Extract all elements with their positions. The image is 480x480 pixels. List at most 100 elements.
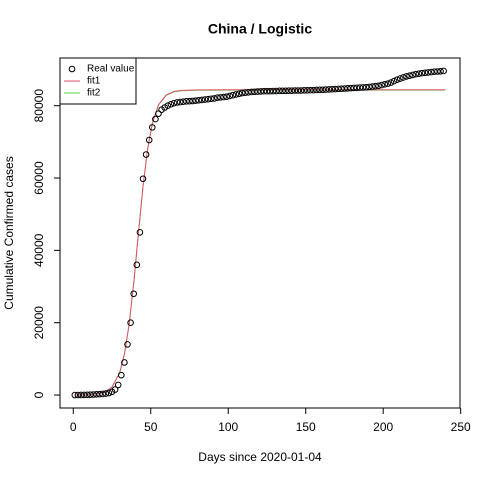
data-point xyxy=(201,96,209,103)
data-point xyxy=(334,85,342,93)
data-point xyxy=(341,85,348,92)
data-point xyxy=(427,68,435,76)
data-point xyxy=(424,69,432,76)
data-point xyxy=(207,95,215,103)
data-point xyxy=(74,391,82,399)
x-tick-label: 0 xyxy=(70,420,77,434)
data-point xyxy=(176,98,184,106)
y-tick-label: 20000 xyxy=(32,306,46,340)
data-point xyxy=(400,74,407,81)
x-tick-label: 150 xyxy=(296,420,316,434)
data-point xyxy=(179,98,187,106)
data-point xyxy=(356,84,364,91)
data-point xyxy=(288,87,296,94)
data-point xyxy=(300,87,308,94)
data-point xyxy=(310,86,317,94)
data-point xyxy=(372,82,379,90)
data-point xyxy=(77,391,85,399)
data-point xyxy=(148,124,156,131)
data-point xyxy=(226,92,234,100)
data-point xyxy=(307,86,314,94)
data-point xyxy=(412,70,420,78)
data-point xyxy=(331,85,339,93)
data-point xyxy=(409,71,416,79)
data-point xyxy=(378,81,385,89)
data-point xyxy=(93,391,100,398)
data-point xyxy=(164,102,172,109)
data-point xyxy=(393,76,401,83)
data-point xyxy=(316,86,323,94)
data-point xyxy=(186,97,193,105)
x-tick-label: 50 xyxy=(144,420,158,434)
data-point xyxy=(96,390,103,398)
data-point xyxy=(99,390,107,398)
plot-frame xyxy=(59,57,461,409)
data-point xyxy=(263,87,271,95)
data-point xyxy=(220,93,227,101)
data-point xyxy=(235,90,243,98)
data-point xyxy=(257,88,265,95)
data-point xyxy=(127,319,134,326)
data-point xyxy=(406,72,413,79)
data-point xyxy=(344,85,351,92)
data-point xyxy=(114,381,122,389)
data-point xyxy=(369,83,376,90)
legend-label: fit1 xyxy=(87,76,101,87)
data-point xyxy=(353,84,361,92)
data-point xyxy=(421,69,429,77)
data-point xyxy=(294,87,302,94)
x-tick-label: 200 xyxy=(373,420,393,434)
data-point xyxy=(328,85,336,93)
data-point xyxy=(266,87,274,95)
data-point xyxy=(80,391,88,399)
data-point xyxy=(121,359,128,366)
data-point xyxy=(118,371,125,379)
data-point xyxy=(254,88,261,95)
data-point xyxy=(390,77,398,85)
data-point xyxy=(396,75,404,82)
data-point xyxy=(285,87,292,94)
data-point xyxy=(415,70,423,77)
data-point xyxy=(214,94,221,102)
data-point xyxy=(210,95,218,102)
x-tick-label: 250 xyxy=(451,420,471,434)
data-point xyxy=(384,80,392,87)
data-point xyxy=(102,390,110,397)
data-point xyxy=(291,87,299,94)
data-point xyxy=(440,67,447,75)
y-tick-label: 60000 xyxy=(32,161,46,195)
data-point xyxy=(167,100,175,108)
data-point xyxy=(359,84,367,91)
y-axis-label: Cumulative Confirmed cases xyxy=(2,156,16,309)
data-point xyxy=(223,93,230,100)
data-point xyxy=(83,391,91,399)
data-point xyxy=(124,341,131,348)
data-point xyxy=(248,88,255,96)
data-point xyxy=(338,85,345,92)
data-point xyxy=(365,83,373,91)
data-point xyxy=(350,84,358,92)
legend-symbol xyxy=(68,65,76,73)
data-point xyxy=(198,96,206,104)
data-point xyxy=(192,97,199,104)
data-point xyxy=(87,391,94,398)
data-point xyxy=(139,175,147,183)
data-point xyxy=(276,87,283,95)
data-point xyxy=(183,98,190,105)
data-point xyxy=(282,87,289,95)
data-point xyxy=(303,87,311,94)
data-point xyxy=(195,96,203,104)
data-point xyxy=(155,110,162,117)
data-point xyxy=(272,87,280,95)
data-point xyxy=(152,115,159,123)
fit-line xyxy=(74,89,446,396)
data-point xyxy=(251,88,258,96)
data-point xyxy=(375,82,382,90)
data-point xyxy=(204,95,212,103)
data-point xyxy=(269,87,277,95)
data-point xyxy=(347,84,354,92)
data-point xyxy=(71,391,79,399)
y-tick-label: 40000 xyxy=(32,233,46,267)
data-point xyxy=(189,97,196,105)
data-point xyxy=(217,94,224,101)
